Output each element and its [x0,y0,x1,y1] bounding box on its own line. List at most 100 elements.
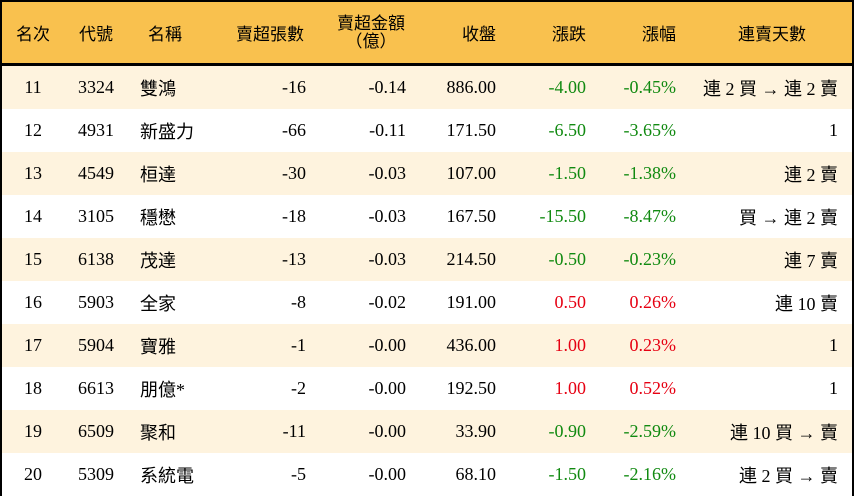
name-cell: 朋億* [140,379,185,400]
name-cell: 新盛力 [140,121,194,142]
name-cell: 茂達 [140,250,176,271]
change-pct-cell: -1.38% [623,163,677,183]
rank-cell: 16 [24,292,42,312]
name-cell: 聚和 [140,422,176,443]
header-rank: 名次 [16,25,50,44]
streak-cell: 連 10 賣 [775,293,838,314]
header-change: 漲跌 [552,25,586,44]
code-cell: 4931 [78,120,114,140]
streak-cell: 1 [829,378,838,398]
close-cell: 886.00 [446,77,497,97]
change-cell: -4.00 [548,77,587,97]
streak-cell: 連 7 賣 [784,250,838,271]
change-pct-cell: 0.23% [629,335,677,355]
change-pct-cell: -8.47% [623,206,677,226]
streak-cell: 買 → 連 2 賣 [739,207,838,228]
rank-cell: 13 [24,163,42,183]
net-sell-lots-cell: -1 [291,335,306,355]
close-cell: 33.90 [455,421,497,441]
net-sell-lots-cell: -30 [282,163,306,183]
table-row: 17 5904 寶雅 -1 -0.00 436.00 1.00 0.23% 1 [2,324,852,367]
net-sell-lots-cell: -66 [282,120,306,140]
change-pct-cell: -2.59% [623,421,677,441]
net-sell-lots-cell: -5 [291,464,306,484]
table-row: 12 4931 新盛力 -66 -0.11 171.50 -6.50 -3.65% 1 [2,109,852,152]
close-cell: 167.50 [446,206,497,226]
code-cell: 6509 [78,421,114,441]
rank-cell: 12 [24,120,42,140]
change-cell: -15.50 [539,206,587,226]
change-pct-cell: 0.26% [629,292,677,312]
net-sell-amount-cell: -0.14 [368,77,407,97]
net-sell-amount-cell: -0.03 [368,249,407,269]
rank-cell: 14 [24,206,42,226]
change-cell: -6.50 [548,120,587,140]
header-streak: 連賣天數 [738,25,806,44]
rank-cell: 17 [24,335,42,355]
net-sell-lots-cell: -11 [282,421,306,441]
rank-cell: 15 [24,249,42,269]
table-row: 18 6613 朋億* -2 -0.00 192.50 1.00 0.52% 1 [2,367,852,410]
table-row: 19 6509 聚和 -11 -0.00 33.90 -0.90 -2.59% 連 10 買 →… [2,410,852,453]
name-cell: 寶雅 [140,336,176,357]
rank-cell: 18 [24,378,42,398]
code-cell: 5903 [78,292,114,312]
change-pct-cell: -0.23% [623,249,677,269]
net-sell-amount-cell: -0.03 [368,206,407,226]
change-cell: 1.00 [554,335,587,355]
net-sell-lots-cell: -16 [282,77,306,97]
header-code: 代號 [79,25,113,44]
code-cell: 5904 [78,335,114,355]
header-change-pct: 漲幅 [642,25,676,44]
close-cell: 192.50 [446,378,497,398]
net-sell-lots-cell: -8 [291,292,306,312]
name-cell: 全家 [140,293,176,314]
streak-cell: 連 2 買 → 賣 [739,465,838,486]
header-net-sell-lots: 賣超張數 [236,25,304,44]
header-name: 名稱 [148,25,182,44]
rank-cell: 20 [24,464,42,484]
code-cell: 3324 [78,77,114,97]
header-close: 收盤 [462,25,496,44]
change-cell: 0.50 [554,292,587,312]
change-cell: -1.50 [548,163,587,183]
close-cell: 436.00 [446,335,497,355]
streak-cell: 1 [829,120,838,140]
close-cell: 171.50 [446,120,497,140]
net-sell-amount-cell: -0.00 [368,464,407,484]
header-net-sell-amount-unit: （億） [345,31,397,51]
net-sell-amount-cell: -0.00 [368,421,407,441]
change-pct-cell: 0.52% [629,378,677,398]
code-cell: 4549 [78,163,114,183]
table-row: 16 5903 全家 -8 -0.02 191.00 0.50 0.26% 連 10 賣 [2,281,852,324]
streak-cell: 連 2 買 → 連 2 賣 [703,78,838,99]
streak-cell: 1 [829,335,838,355]
name-cell: 系統電 [140,465,194,486]
name-cell: 桓達 [140,164,176,185]
code-cell: 5309 [78,464,114,484]
change-cell: -0.50 [548,249,587,269]
table-header: 名次 代號 名稱 賣超張數 賣超金額 （億） 收盤 漲跌 漲幅 連賣天數 [2,2,852,66]
table-row: 13 4549 桓達 -30 -0.03 107.00 -1.50 -1.38% 連 2 賣 [2,152,852,195]
code-cell: 6138 [78,249,114,269]
change-cell: -0.90 [548,421,587,441]
streak-cell: 連 2 賣 [784,164,838,185]
header-net-sell-amount-label: 賣超金額 [337,13,405,33]
net-sell-lots-cell: -2 [291,378,306,398]
close-cell: 68.10 [455,464,497,484]
code-cell: 3105 [78,206,114,226]
change-pct-cell: -0.45% [623,77,677,97]
close-cell: 214.50 [446,249,497,269]
net-sell-amount-cell: -0.00 [368,378,407,398]
change-cell: -1.50 [548,464,587,484]
net-sell-amount-cell: -0.00 [368,335,407,355]
header-net-sell-amount: 賣超金額 （億） [306,13,406,51]
change-pct-cell: -3.65% [623,120,677,140]
rank-cell: 19 [24,421,42,441]
table-row: 20 5309 系統電 -5 -0.00 68.10 -1.50 -2.16% 連 2 買 → … [2,453,852,496]
name-cell: 穩懋 [140,207,176,228]
rank-cell: 11 [24,77,42,97]
streak-cell: 連 10 買 → 賣 [730,422,838,443]
name-cell: 雙鴻 [140,78,176,99]
